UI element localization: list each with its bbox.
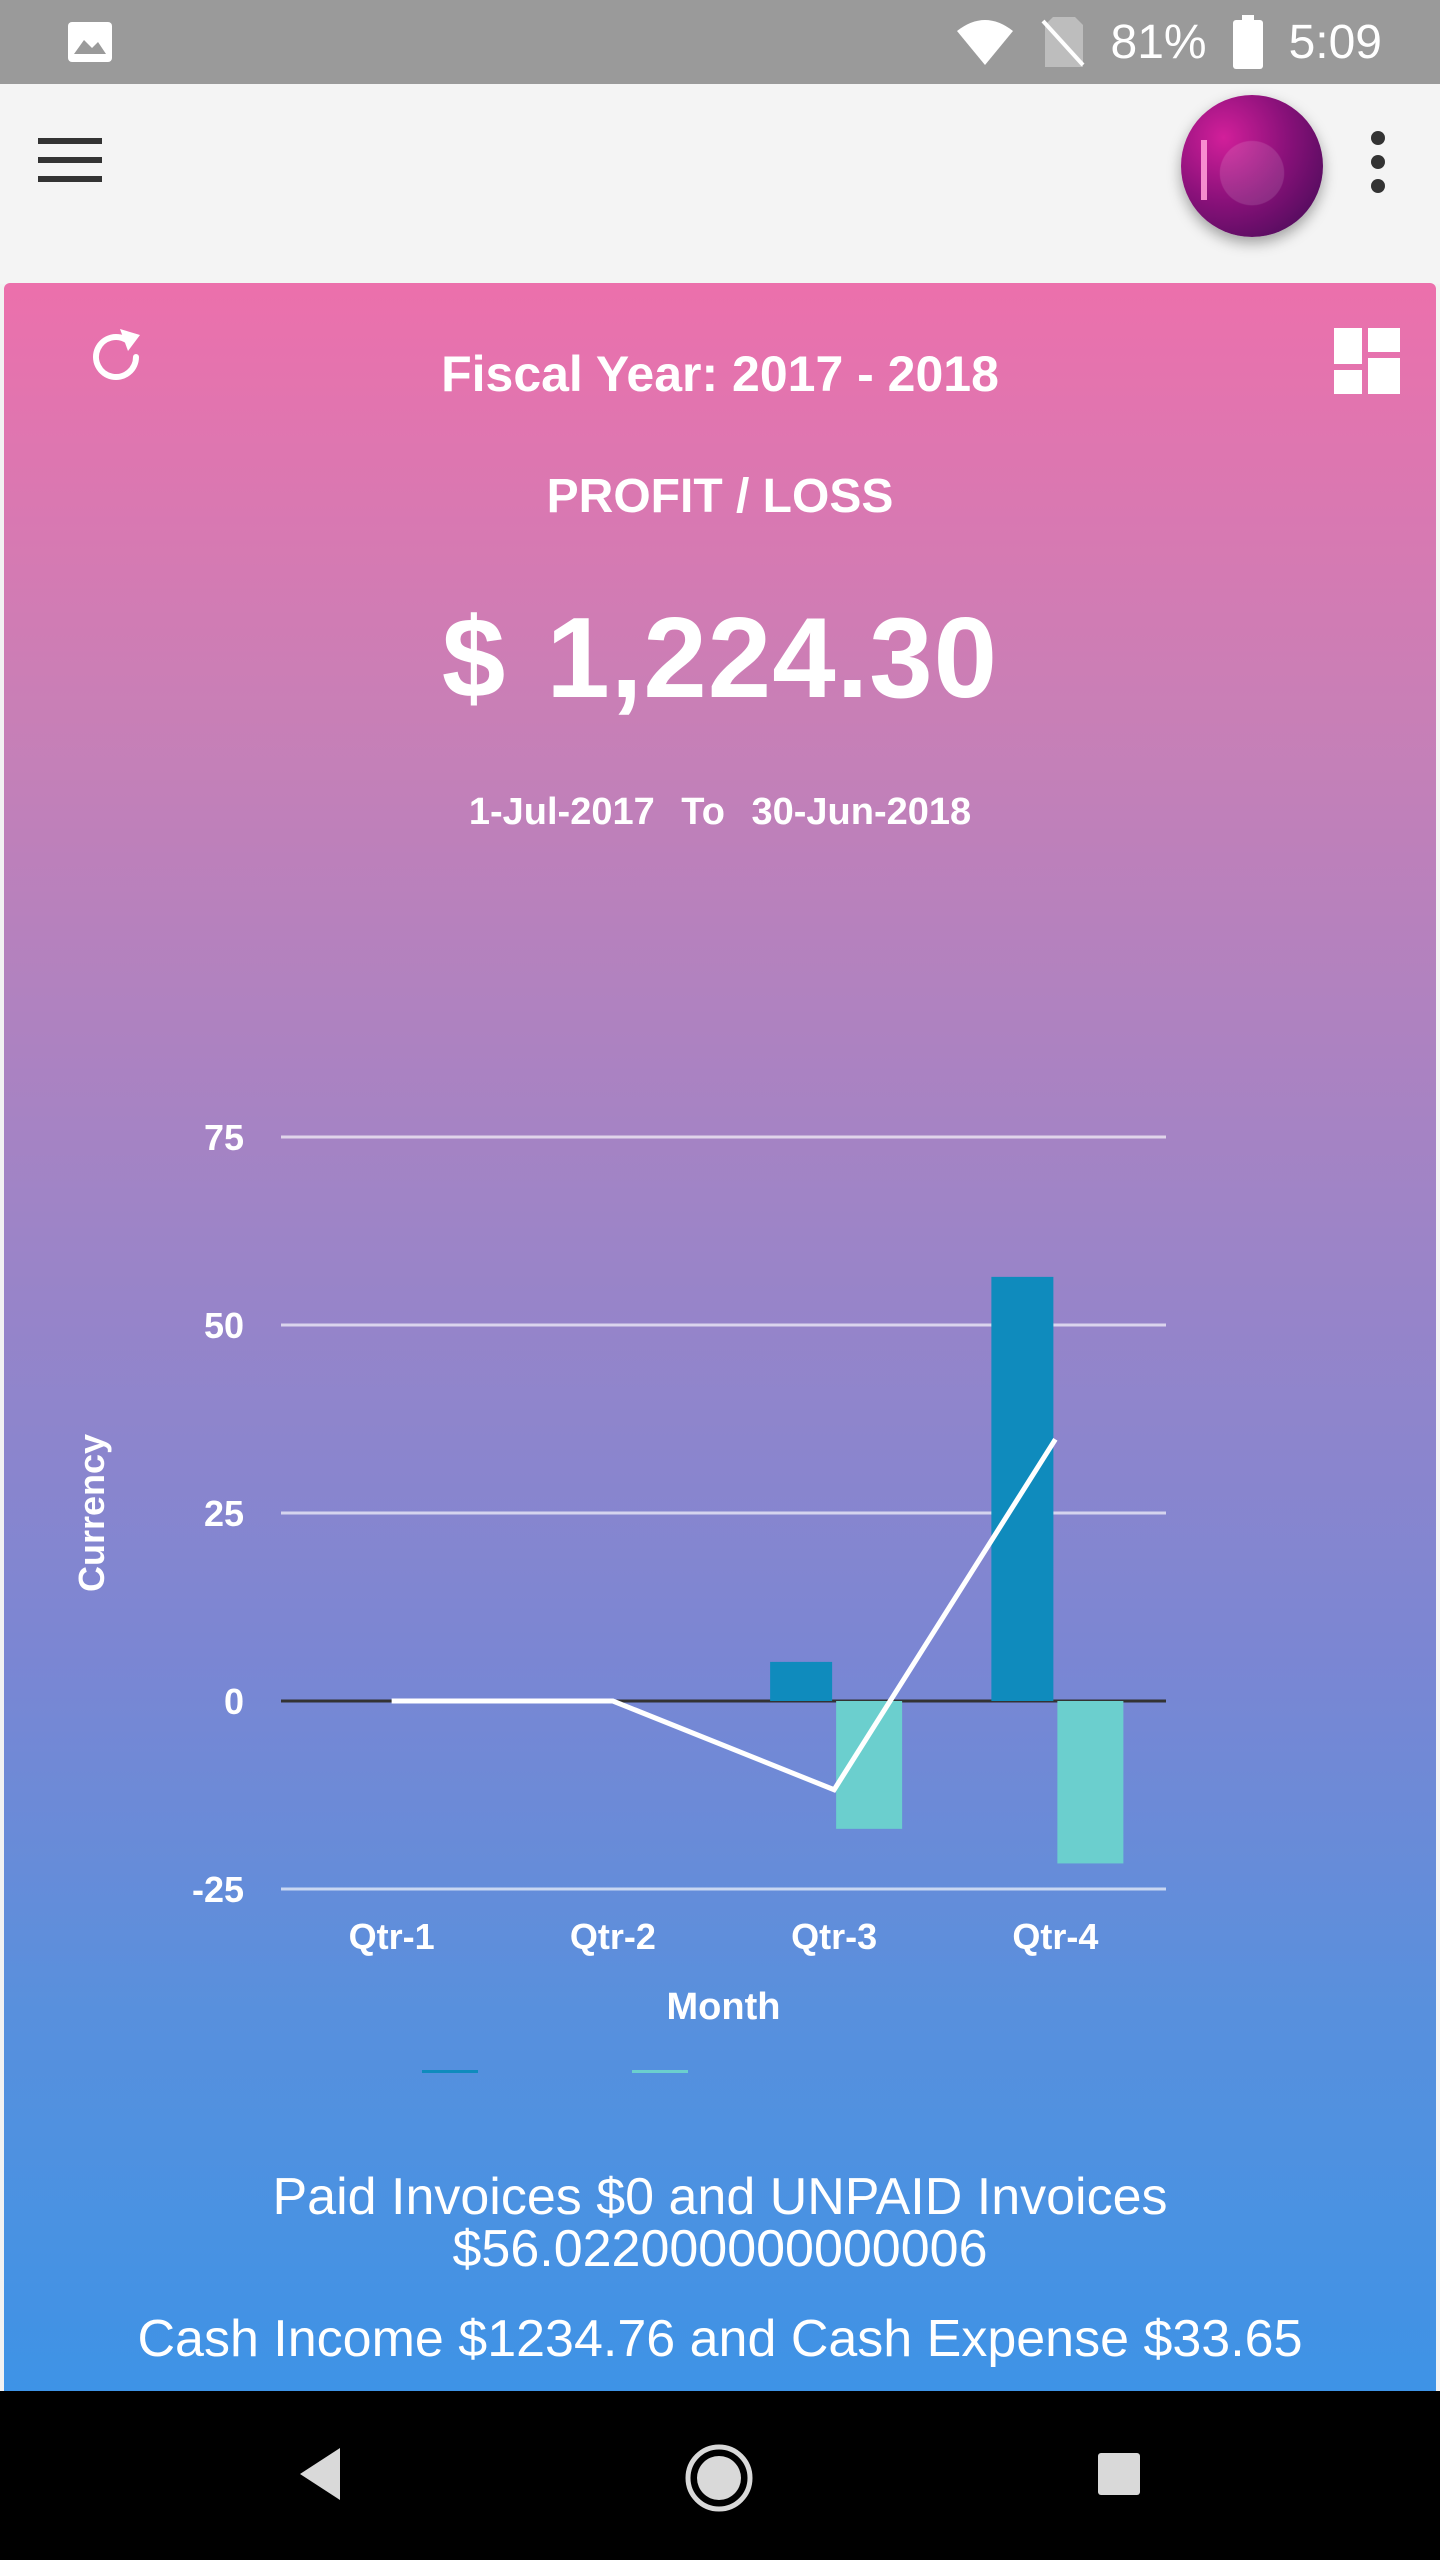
- battery-icon: [1232, 15, 1263, 69]
- to-label: To: [681, 791, 725, 833]
- status-time: 5:09: [1288, 15, 1382, 69]
- no-sim-icon: [1041, 15, 1085, 69]
- app-bar: [0, 84, 1440, 284]
- profit-loss-card: Fiscal Year: 2017 - 2018 PROFIT / LOSS $…: [4, 283, 1436, 2391]
- currency-symbol: $: [441, 595, 507, 722]
- x-axis-label: Month: [667, 1986, 781, 2028]
- invoice-summary-line1: Paid Invoices $0 and UNPAID Invoices: [272, 2168, 1168, 2226]
- profit-loss-chart: 75 50 25 0 -25 Qtr-1 Qtr-2 Qtr-3 Qtr-4 Month Curre…: [4, 1043, 1436, 2100]
- refresh-icon[interactable]: [84, 325, 148, 389]
- legend-label-cashflow: Cashflow: [928, 2069, 1044, 2073]
- invoice-summary: Paid Invoices $0 and UNPAID Invoices $56…: [4, 2171, 1436, 2275]
- chart-svg: 75 50 25 0 -25 Qtr-1 Qtr-2 Qtr-3 Qtr-4 Month Curre…: [71, 1117, 1166, 2100]
- date-range: 1-Jul-2017 To 30-Jun-2018: [4, 791, 1436, 834]
- fiscal-year-title: Fiscal Year: 2017 - 2018: [441, 346, 999, 402]
- legend-label-income: Income: [490, 2069, 582, 2073]
- x-tick-label: Qtr-4: [1012, 1916, 1098, 1957]
- cash-summary: Cash Income $1234.76 and Cash Expense $3…: [137, 2310, 1303, 2368]
- y-tick-label: 25: [204, 1493, 244, 1534]
- more-vert-icon[interactable]: [1360, 124, 1396, 204]
- battery-percent: 81%: [1110, 15, 1207, 69]
- status-bar: 81% 5:09: [0, 0, 1440, 84]
- profit-loss-heading: PROFIT / LOSS: [546, 470, 894, 523]
- y-tick-label: 50: [204, 1305, 244, 1346]
- invoice-summary-line2: $56.022000000000006: [452, 2220, 988, 2278]
- y-tick-label: -25: [192, 1869, 244, 1910]
- end-date: 30-Jun-2018: [751, 791, 972, 833]
- navigation-bar: [0, 2391, 1440, 2560]
- back-icon[interactable]: [296, 2446, 344, 2502]
- avatar[interactable]: [1181, 95, 1323, 237]
- amount-value: 1,224.30: [546, 595, 999, 722]
- expense-bar: [1057, 1701, 1124, 1864]
- y-axis-label: Currency: [71, 1434, 112, 1592]
- legend-swatch-expense: [632, 2070, 688, 2098]
- gallery-icon: [66, 20, 114, 64]
- profit-loss-amount: $1,224.30: [4, 593, 1436, 724]
- menu-icon[interactable]: [38, 134, 102, 186]
- expense-bar: [836, 1701, 903, 1829]
- start-date: 1-Jul-2017: [468, 791, 655, 833]
- home-icon[interactable]: [684, 2443, 754, 2513]
- legend-swatch-income: [422, 2070, 478, 2098]
- x-tick-label: Qtr-3: [791, 1916, 877, 1957]
- cashflow-line: [391, 1437, 1058, 1793]
- income-bar: [770, 1661, 833, 1701]
- recents-icon[interactable]: [1096, 2451, 1142, 2497]
- x-tick-label: Qtr-2: [570, 1916, 656, 1957]
- dashboard-icon[interactable]: [1334, 328, 1400, 394]
- y-tick-label: 0: [224, 1681, 244, 1722]
- x-tick-label: Qtr-1: [349, 1916, 435, 1957]
- legend-label-expense: Expense: [700, 2069, 809, 2073]
- y-tick-label: 75: [204, 1117, 244, 1158]
- wifi-icon: [955, 17, 1015, 67]
